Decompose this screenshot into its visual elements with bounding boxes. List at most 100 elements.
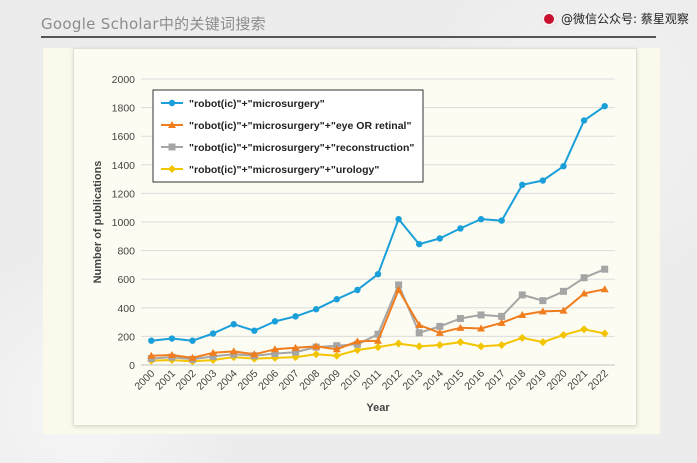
data-point [580, 274, 588, 282]
y-tick-label: 2000 [112, 74, 136, 86]
data-point [415, 329, 423, 337]
data-point [416, 240, 423, 248]
chart-legend: "robot(ic)"+"microsurgery" "robot(ic)"+"m… [152, 89, 424, 183]
data-point [518, 310, 527, 318]
x-tick-label: 2013 [400, 368, 425, 393]
data-point [312, 350, 321, 359]
legend-item: "robot(ic)"+"microsurgery"+"reconstructi… [161, 142, 414, 154]
x-tick-label: 2010 [339, 368, 364, 393]
x-tick-label: 2022 [586, 368, 611, 393]
data-point [560, 163, 567, 170]
data-point [332, 345, 341, 353]
data-point [395, 215, 402, 223]
data-point [559, 306, 568, 314]
y-axis-ticks: 0 200 400 600 800 1000 1200 1400 1600 1800 2000 [112, 74, 136, 372]
data-point [394, 285, 403, 293]
data-point [374, 330, 382, 338]
data-point [312, 342, 321, 350]
x-axis-title: Year [366, 402, 390, 414]
chart-card: 0 200 400 600 800 1000 1200 1400 1600 1800 2000 20… [73, 48, 637, 426]
y-tick-label: 400 [117, 303, 135, 315]
legend-label: "robot(ic)"+"microsurgery"+"urology" [189, 164, 379, 176]
data-point [395, 281, 403, 289]
y-tick-label: 1400 [112, 160, 136, 172]
data-point [435, 328, 444, 336]
x-tick-label: 2005 [235, 368, 260, 393]
data-point [374, 336, 382, 344]
y-axis-title: Number of publications [92, 161, 104, 284]
y-tick-label: 1200 [112, 188, 136, 200]
data-point [539, 177, 547, 184]
data-point [456, 338, 465, 347]
legend-item: "robot(ic)"+"microsurgery" [161, 98, 325, 110]
data-point [167, 350, 176, 358]
data-point [209, 330, 217, 337]
x-tick-label: 2012 [380, 368, 405, 393]
data-point [559, 330, 568, 339]
x-tick-label: 2011 [360, 368, 385, 393]
data-point [270, 345, 279, 353]
data-point [291, 343, 300, 351]
data-point [230, 321, 237, 328]
x-tick-label: 2002 [174, 368, 199, 393]
data-point [312, 306, 320, 313]
legend-item: "robot(ic)"+"microsurgery"+"eye OR retin… [161, 120, 411, 132]
data-point [332, 351, 341, 360]
data-point [251, 327, 258, 334]
x-tick-label: 2014 [421, 368, 446, 393]
data-point [292, 348, 300, 356]
y-tick-label: 200 [117, 331, 135, 343]
y-tick-label: 1800 [112, 103, 136, 115]
data-point [271, 350, 279, 358]
x-tick-label: 2021 [565, 368, 590, 393]
data-point [189, 337, 196, 344]
data-point [229, 347, 238, 355]
data-point [601, 265, 609, 273]
data-point [436, 235, 444, 242]
data-point [456, 315, 464, 323]
x-tick-label: 2006 [256, 368, 281, 393]
data-point [477, 215, 485, 223]
legend-swatch-marker [168, 121, 176, 128]
slide-title: Google Scholar中的关键词搜索 [41, 15, 266, 33]
chart-series [147, 102, 609, 366]
legend-item: "robot(ic)"+"microsurgery"+"urology" [161, 164, 379, 176]
legend-swatch-marker [168, 99, 176, 107]
x-tick-label: 2016 [462, 368, 487, 393]
data-point [435, 340, 444, 349]
data-point [518, 333, 527, 342]
x-tick-label: 2008 [297, 368, 322, 393]
data-point [580, 117, 588, 124]
data-point [477, 324, 486, 332]
data-point [415, 342, 424, 351]
data-point [477, 311, 485, 319]
data-point [538, 338, 547, 347]
data-point [209, 348, 218, 356]
data-point [498, 217, 505, 224]
line-chart: 0 200 400 600 800 1000 1200 1400 1600 1800 2000 20… [92, 74, 615, 414]
data-point [168, 335, 176, 342]
data-point [601, 102, 608, 110]
data-point [415, 320, 424, 328]
data-point [148, 337, 155, 344]
data-point [600, 329, 609, 338]
data-point [519, 181, 526, 189]
x-tick-label: 2001 [153, 368, 178, 393]
y-tick-label: 600 [117, 274, 135, 286]
legend-swatch-marker [168, 165, 176, 173]
logo-icon [541, 10, 557, 27]
data-point [271, 318, 279, 325]
data-point [580, 325, 589, 334]
data-point [209, 352, 217, 360]
y-tick-label: 1600 [112, 131, 136, 143]
data-point [580, 289, 589, 297]
legend-label: "robot(ic)"+"microsurgery" [189, 98, 325, 110]
series-group [147, 285, 609, 361]
y-tick-label: 0 [129, 360, 135, 372]
data-point [250, 350, 259, 358]
y-tick-label: 1000 [112, 217, 136, 229]
data-point [600, 285, 609, 293]
data-point [353, 345, 362, 354]
x-tick-label: 2007 [277, 368, 302, 393]
x-tick-label: 2004 [215, 368, 240, 393]
